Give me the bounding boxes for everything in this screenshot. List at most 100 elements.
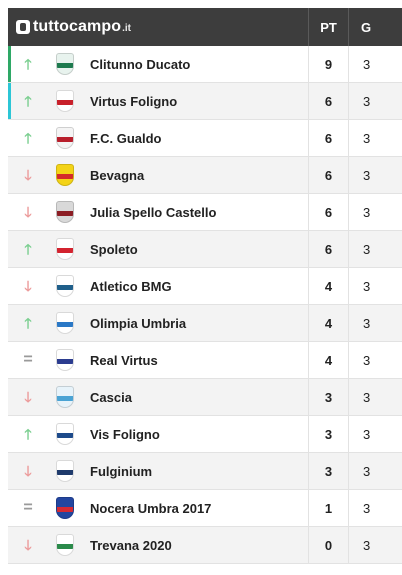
team-name[interactable]: Bevagna [90,167,145,183]
games-value: 3 [348,305,402,341]
trend-indicator: 🡑 [8,46,48,82]
games-value: 3 [348,194,402,230]
team-name[interactable]: Atletico BMG [90,278,172,294]
games-value: 3 [348,379,402,415]
points-value: 6 [308,231,348,267]
team-name[interactable]: Vis Foligno [90,426,160,442]
column-header-points[interactable]: PT [308,8,348,46]
team-crest-cell [48,46,82,82]
team-crest-icon[interactable] [56,349,74,371]
team-crest-icon[interactable] [56,275,74,297]
table-row[interactable]: = Real Virtus 4 3 [8,342,402,379]
points-value: 4 [308,268,348,304]
arrow-up-icon: 🡑 [24,93,32,109]
arrow-up-icon: 🡑 [24,130,32,146]
team-crest-icon[interactable] [56,312,74,334]
table-row[interactable]: 🡓 Bevagna 6 3 [8,157,402,194]
team-crest-icon[interactable] [56,238,74,260]
team-crest-cell [48,120,82,156]
points-value: 6 [308,194,348,230]
arrow-down-icon: 🡓 [24,463,32,479]
team-crest-icon[interactable] [56,497,74,519]
team-name[interactable]: Nocera Umbra 2017 [90,500,212,516]
team-name[interactable]: F.C. Gualdo [90,130,162,146]
team-name[interactable]: Virtus Foligno [90,93,178,109]
tuttocampo-logo-icon [16,20,30,34]
team-crest-icon[interactable] [56,53,74,75]
games-value: 3 [348,453,402,489]
column-header-games[interactable]: G [348,8,402,46]
table-row[interactable]: 🡑 Olimpia Umbria 4 3 [8,305,402,342]
team-name[interactable]: Cascia [90,389,132,405]
table-row[interactable]: 🡑 Virtus Foligno 6 3 [8,83,402,120]
team-name[interactable]: Trevana 2020 [90,537,172,553]
team-name[interactable]: Spoleto [90,241,138,257]
team-crest-cell [48,342,82,378]
table-row[interactable]: 🡓 Fulginium 3 3 [8,453,402,490]
team-crest-cell [48,194,82,230]
team-crest-cell [48,527,82,563]
trend-indicator: 🡑 [8,120,48,156]
table-row[interactable]: 🡓 Trevana 2020 0 3 [8,527,402,564]
team-crest-icon[interactable] [56,90,74,112]
team-name[interactable]: Olimpia Umbria [90,315,187,331]
team-crest-cell [48,453,82,489]
table-row[interactable]: 🡑 Vis Foligno 3 3 [8,416,402,453]
games-value: 3 [348,231,402,267]
table-row[interactable]: 🡑 Spoleto 6 3 [8,231,402,268]
team-crest-icon[interactable] [56,460,74,482]
arrow-up-icon: 🡑 [24,241,32,257]
team-crest-cell [48,268,82,304]
equal-icon: = [23,351,33,368]
points-value: 3 [308,453,348,489]
games-value: 3 [348,342,402,378]
arrow-up-icon: 🡑 [24,56,32,72]
games-value: 3 [348,416,402,452]
table-row[interactable]: 🡓 Julia Spello Castello 6 3 [8,194,402,231]
equal-icon: = [23,499,33,516]
team-crest-cell [48,490,82,526]
team-crest-icon[interactable] [56,127,74,149]
team-crest-cell [48,157,82,193]
points-value: 6 [308,83,348,119]
trend-indicator: 🡓 [8,527,48,563]
brand-name: tuttocampo [33,18,122,35]
trend-indicator: 🡑 [8,416,48,452]
table-row[interactable]: 🡓 Cascia 3 3 [8,379,402,416]
points-value: 6 [308,120,348,156]
team-crest-icon[interactable] [56,534,74,556]
trend-indicator: 🡑 [8,231,48,267]
brand[interactable]: tuttocampo .it [8,8,308,46]
team-crest-cell [48,379,82,415]
table-row[interactable]: 🡑 F.C. Gualdo 6 3 [8,120,402,157]
arrow-down-icon: 🡓 [24,278,32,294]
games-value: 3 [348,268,402,304]
trend-indicator: 🡑 [8,83,48,119]
points-value: 1 [308,490,348,526]
team-name[interactable]: Clitunno Ducato [90,56,191,72]
team-crest-cell [48,83,82,119]
trend-indicator: 🡓 [8,453,48,489]
games-value: 3 [348,83,402,119]
points-value: 6 [308,157,348,193]
team-crest-icon[interactable] [56,423,74,445]
table-row[interactable]: 🡓 Atletico BMG 4 3 [8,268,402,305]
team-name[interactable]: Real Virtus [90,352,158,368]
team-crest-icon[interactable] [56,164,74,186]
arrow-down-icon: 🡓 [24,389,32,405]
arrow-down-icon: 🡓 [24,167,32,183]
trend-indicator: 🡓 [8,379,48,415]
team-crest-icon[interactable] [56,386,74,408]
points-value: 4 [308,342,348,378]
arrow-down-icon: 🡓 [24,537,32,553]
trend-indicator: 🡓 [8,268,48,304]
team-crest-cell [48,416,82,452]
table-row[interactable]: 🡑 Clitunno Ducato 9 3 [8,46,402,83]
points-value: 4 [308,305,348,341]
team-name[interactable]: Fulginium [90,463,153,479]
games-value: 3 [348,46,402,82]
team-name[interactable]: Julia Spello Castello [90,204,217,220]
team-crest-icon[interactable] [56,201,74,223]
table-row[interactable]: = Nocera Umbra 2017 1 3 [8,490,402,527]
table-body: 🡑 Clitunno Ducato 9 3 🡑 Virtus Foligno 6 3 🡑 F.C.… [8,46,402,564]
